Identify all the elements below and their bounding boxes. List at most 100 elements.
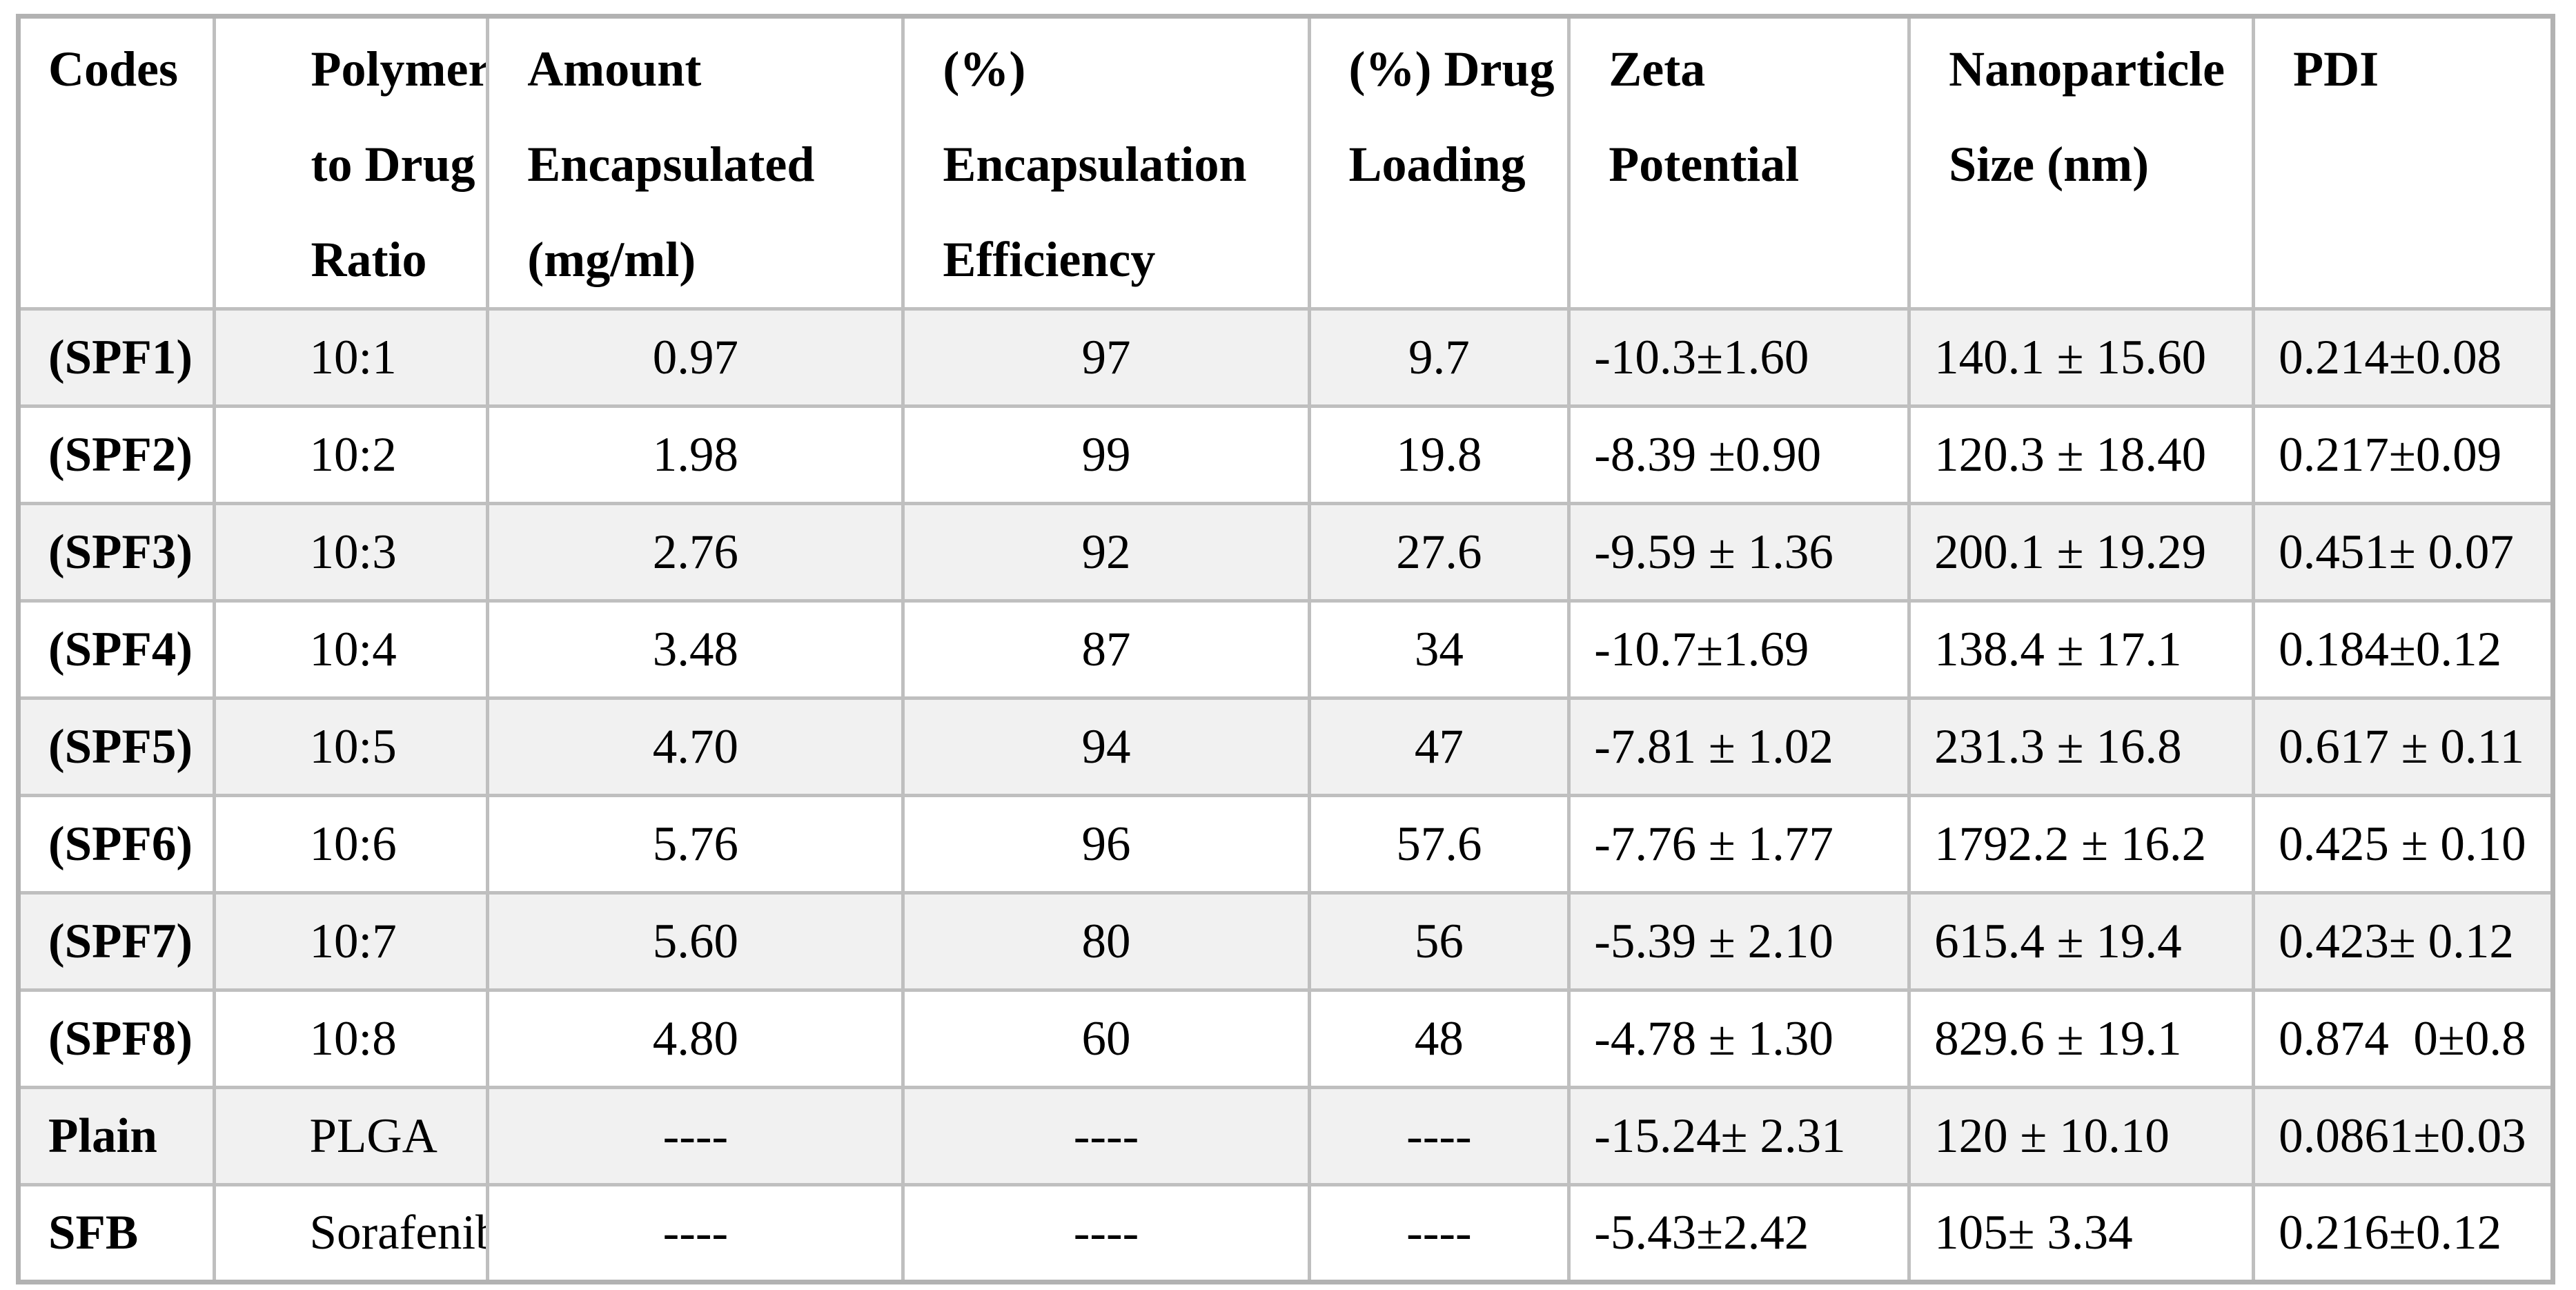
cell-efficiency: ---- — [901, 1183, 1311, 1284]
cell-size: 140.1 ± 15.60 — [1907, 307, 2256, 408]
cell-amount: 5.60 — [486, 891, 905, 992]
cell-ratio: 10:8 — [212, 988, 490, 1089]
header-nanoparticle-size: Nanoparticle Size (nm) — [1907, 14, 2256, 311]
cell-amount: 0.97 — [486, 307, 905, 408]
row-spf5: (SPF5) 10:5 4.70 94 47 -7.81 ± 1.02 231.… — [17, 696, 2555, 797]
cell-ratio: 10:6 — [212, 794, 490, 895]
header-row: Codes Polymer to Drug Ratio Amount Encap… — [17, 14, 2555, 311]
cell-zeta: -7.81 ± 1.02 — [1567, 696, 1911, 797]
cell-loading: 47 — [1307, 696, 1571, 797]
cell-pdi: 0.425 ± 0.10 — [2252, 794, 2555, 895]
header-polymer-drug-ratio: Polymer to Drug Ratio — [212, 14, 490, 311]
cell-efficiency: 96 — [901, 794, 1311, 895]
cell-efficiency: 97 — [901, 307, 1311, 408]
cell-ratio: 10:1 — [212, 307, 490, 408]
row-spf3: (SPF3) 10:3 2.76 92 27.6 -9.59 ± 1.36 20… — [17, 502, 2555, 603]
cell-code: Plain — [17, 1086, 216, 1186]
cell-code: (SPF8) — [17, 988, 216, 1089]
row-spf2: (SPF2) 10:2 1.98 99 19.8 -8.39 ±0.90 120… — [17, 404, 2555, 505]
cell-amount: 2.76 — [486, 502, 905, 603]
cell-zeta: -7.76 ± 1.77 — [1567, 794, 1911, 895]
cell-code: (SPF6) — [17, 794, 216, 895]
cell-size: 120 ± 10.10 — [1907, 1086, 2256, 1186]
cell-ratio: 10:4 — [212, 599, 490, 700]
cell-amount: ---- — [486, 1183, 905, 1284]
row-spf1: (SPF1) 10:1 0.97 97 9.7 -10.3±1.60 140.1… — [17, 307, 2555, 408]
cell-zeta: -5.43±2.42 — [1567, 1183, 1911, 1284]
cell-ratio: 10:3 — [212, 502, 490, 603]
cell-ratio: Sorafenib — [212, 1183, 490, 1284]
cell-pdi: 0.451± 0.07 — [2252, 502, 2555, 603]
cell-size: 829.6 ± 19.1 — [1907, 988, 2256, 1089]
cell-loading: 57.6 — [1307, 794, 1571, 895]
cell-loading: 34 — [1307, 599, 1571, 700]
cell-amount: 5.76 — [486, 794, 905, 895]
cell-pdi: 0.423± 0.12 — [2252, 891, 2555, 992]
header-pdi: PDI — [2252, 14, 2555, 311]
cell-loading: 19.8 — [1307, 404, 1571, 505]
cell-size: 138.4 ± 17.1 — [1907, 599, 2256, 700]
cell-efficiency: 92 — [901, 502, 1311, 603]
cell-zeta: -9.59 ± 1.36 — [1567, 502, 1911, 603]
cell-efficiency: 60 — [901, 988, 1311, 1089]
cell-code: (SPF7) — [17, 891, 216, 992]
cell-ratio: 10:7 — [212, 891, 490, 992]
header-zeta-potential: Zeta Potential — [1567, 14, 1911, 311]
cell-amount: 1.98 — [486, 404, 905, 505]
cell-loading: ---- — [1307, 1086, 1571, 1186]
cell-zeta: -4.78 ± 1.30 — [1567, 988, 1911, 1089]
cell-pdi: 0.214±0.08 — [2252, 307, 2555, 408]
cell-pdi: 0.0861±0.03 — [2252, 1086, 2555, 1186]
cell-amount: 4.70 — [486, 696, 905, 797]
header-codes: Codes — [17, 14, 216, 311]
cell-pdi: 0.216±0.12 — [2252, 1183, 2555, 1284]
cell-code: SFB — [17, 1183, 216, 1284]
cell-size: 105± 3.34 — [1907, 1183, 2256, 1284]
row-spf7: (SPF7) 10:7 5.60 80 56 -5.39 ± 2.10 615.… — [17, 891, 2555, 992]
cell-ratio: PLGA — [212, 1086, 490, 1186]
cell-size: 1792.2 ± 16.2 — [1907, 794, 2256, 895]
cell-ratio: 10:2 — [212, 404, 490, 505]
header-encapsulation-efficiency: (%) Encapsulation Efficiency — [901, 14, 1311, 311]
cell-amount: ---- — [486, 1086, 905, 1186]
nanoparticle-formulation-table: Codes Polymer to Drug Ratio Amount Encap… — [16, 14, 2555, 1284]
cell-amount: 4.80 — [486, 988, 905, 1089]
cell-zeta: -8.39 ±0.90 — [1567, 404, 1911, 505]
cell-amount: 3.48 — [486, 599, 905, 700]
header-amount-encapsulated: Amount Encapsulated (mg/ml) — [486, 14, 905, 311]
cell-size: 231.3 ± 16.8 — [1907, 696, 2256, 797]
row-spf8: (SPF8) 10:8 4.80 60 48 -4.78 ± 1.30 829.… — [17, 988, 2555, 1089]
cell-loading: 48 — [1307, 988, 1571, 1089]
cell-pdi: 0.217±0.09 — [2252, 404, 2555, 505]
cell-size: 200.1 ± 19.29 — [1907, 502, 2256, 603]
cell-loading: 9.7 — [1307, 307, 1571, 408]
cell-zeta: -10.7±1.69 — [1567, 599, 1911, 700]
row-spf4: (SPF4) 10:4 3.48 87 34 -10.7±1.69 138.4 … — [17, 599, 2555, 700]
cell-loading: ---- — [1307, 1183, 1571, 1284]
cell-loading: 56 — [1307, 891, 1571, 992]
cell-loading: 27.6 — [1307, 502, 1571, 603]
cell-efficiency: 99 — [901, 404, 1311, 505]
cell-zeta: -15.24± 2.31 — [1567, 1086, 1911, 1186]
cell-efficiency: 87 — [901, 599, 1311, 700]
row-sfb: SFB Sorafenib ---- ---- ---- -5.43±2.42 … — [17, 1183, 2555, 1284]
cell-code: (SPF5) — [17, 696, 216, 797]
cell-efficiency: 94 — [901, 696, 1311, 797]
cell-pdi: 0.874 0±0.8 — [2252, 988, 2555, 1089]
cell-code: (SPF2) — [17, 404, 216, 505]
cell-code: (SPF1) — [17, 307, 216, 408]
row-plain: Plain PLGA ---- ---- ---- -15.24± 2.31 1… — [17, 1086, 2555, 1186]
cell-efficiency: ---- — [901, 1086, 1311, 1186]
cell-size: 615.4 ± 19.4 — [1907, 891, 2256, 992]
cell-pdi: 0.184±0.12 — [2252, 599, 2555, 700]
row-spf6: (SPF6) 10:6 5.76 96 57.6 -7.76 ± 1.77 17… — [17, 794, 2555, 895]
cell-pdi: 0.617 ± 0.11 — [2252, 696, 2555, 797]
cell-ratio: 10:5 — [212, 696, 490, 797]
cell-size: 120.3 ± 18.40 — [1907, 404, 2256, 505]
cell-code: (SPF4) — [17, 599, 216, 700]
header-drug-loading: (%) Drug Loading — [1307, 14, 1571, 311]
cell-zeta: -5.39 ± 2.10 — [1567, 891, 1911, 992]
cell-zeta: -10.3±1.60 — [1567, 307, 1911, 408]
cell-code: (SPF3) — [17, 502, 216, 603]
